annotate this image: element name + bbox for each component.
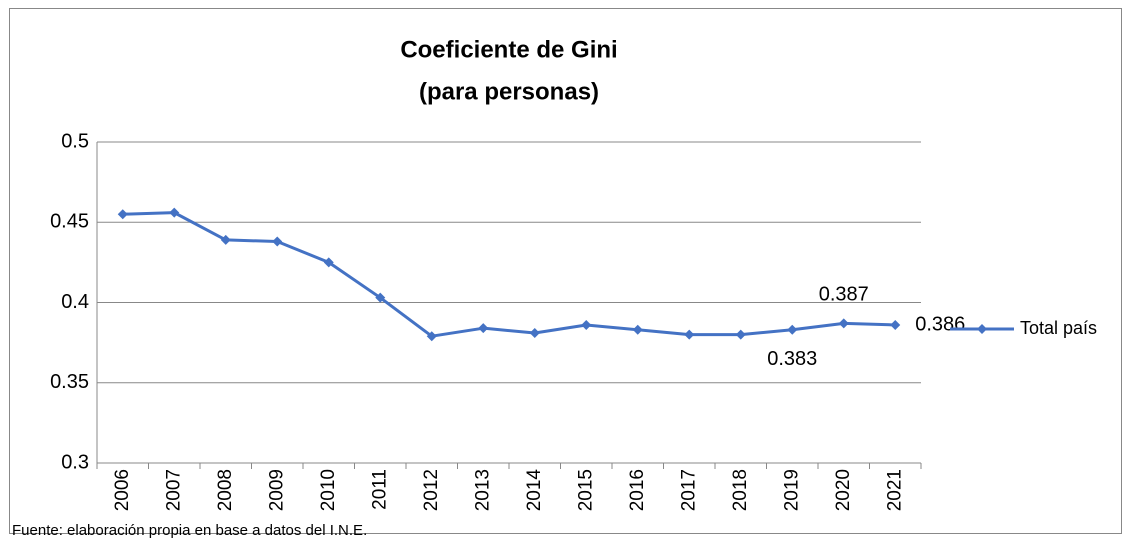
x-tick-label: 2011 [369,469,390,510]
source-note: Fuente: elaboración propia en base a dat… [12,522,367,539]
data-point [529,327,540,338]
data-label: 0.383 [767,348,817,370]
chart-title: Coeficiente de Gini [400,36,617,63]
data-point [117,209,128,220]
x-tick-label: 2006 [112,469,133,511]
legend-marker [977,324,987,334]
data-point [581,319,592,330]
data-point [838,318,849,329]
data-point [375,292,386,303]
x-tick-label: 2010 [318,469,339,511]
chart-border [9,8,1122,534]
data-point [478,323,489,334]
y-tick-label: 0.5 [61,130,89,152]
data-point [323,257,334,268]
data-point [787,324,798,335]
series-line [122,211,896,338]
x-tick-label: 2008 [215,469,236,511]
x-tick-label: 2015 [575,469,596,511]
data-label: 0.386 [915,313,965,335]
x-tick-label: 2012 [421,469,442,511]
x-tick-label: 2019 [781,469,802,511]
data-point [890,319,901,330]
x-tick-label: 2014 [524,469,545,512]
legend-label: Total país [1020,318,1097,338]
x-tick-label: 2017 [678,469,699,511]
x-tick-label: 2021 [884,469,905,511]
data-point [426,331,437,342]
data-point [632,324,643,335]
y-tick-label: 0.35 [50,371,89,393]
x-tick-label: 2009 [266,469,287,511]
data-point [735,329,746,340]
data-label: 0.387 [819,284,869,306]
data-point [169,207,180,218]
y-tick-label: 0.4 [61,291,89,313]
y-tick-label: 0.45 [50,211,89,233]
x-tick-label: 2007 [163,469,184,511]
x-tick-label: 2020 [833,469,854,511]
y-tick-label: 0.3 [61,451,89,473]
data-point [220,234,231,245]
x-tick-label: 2013 [472,469,493,511]
data-point [684,329,695,340]
data-point [272,236,283,247]
x-tick-label: 2016 [627,469,648,511]
x-tick-label: 2018 [730,469,751,511]
chart-title: (para personas) [419,78,599,105]
